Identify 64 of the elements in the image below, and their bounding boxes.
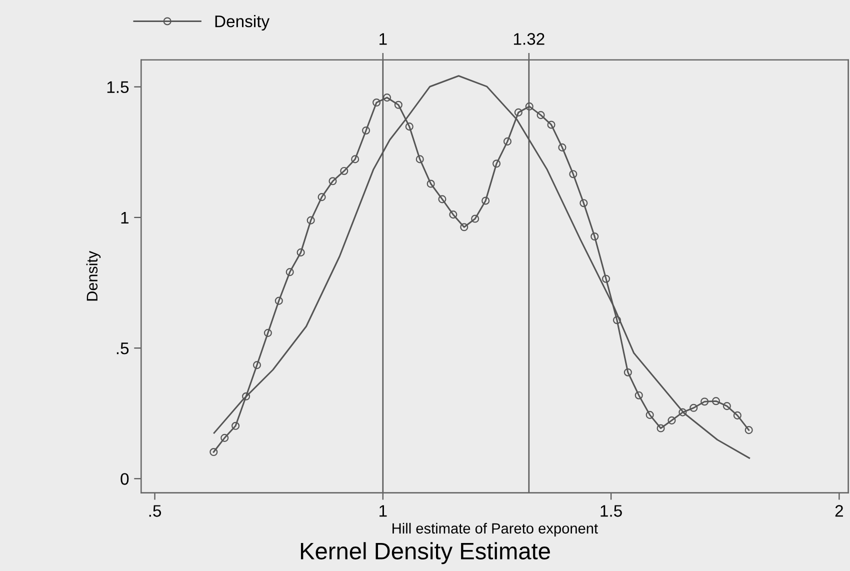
x2-tick-label: 1.32	[514, 33, 544, 45]
point	[602, 274, 610, 283]
point	[438, 195, 446, 204]
point	[656, 424, 665, 432]
x2-tick-label: 1	[380, 33, 387, 45]
point	[678, 408, 687, 416]
y-tick-label: 1	[121, 212, 128, 224]
point	[624, 368, 632, 376]
point	[612, 316, 622, 324]
y-tick-label: 1.5	[107, 81, 129, 94]
point	[232, 422, 240, 430]
point	[416, 155, 424, 164]
point	[525, 102, 534, 110]
point	[690, 404, 698, 412]
point	[722, 402, 731, 410]
y-tick-label: .5	[116, 342, 129, 354]
point	[558, 143, 566, 152]
point	[514, 108, 522, 116]
point	[590, 232, 599, 241]
point	[286, 268, 294, 276]
y-axis-title: Density	[86, 250, 101, 301]
point	[306, 216, 315, 224]
point	[382, 94, 392, 102]
text: Kernel Density Estimate	[300, 542, 550, 564]
point	[362, 126, 370, 135]
point	[426, 180, 435, 188]
point	[405, 122, 414, 131]
point	[668, 416, 676, 424]
point	[744, 426, 753, 434]
point	[318, 193, 326, 202]
point	[471, 214, 480, 223]
point	[700, 398, 709, 406]
point	[547, 120, 556, 129]
point	[252, 361, 262, 370]
point	[328, 177, 337, 186]
point	[733, 411, 742, 420]
point	[242, 392, 250, 400]
y-tick-label: 0	[120, 473, 129, 485]
point	[340, 166, 348, 175]
x-tick-label: 1.5	[600, 505, 622, 517]
point	[351, 155, 360, 164]
point	[634, 391, 643, 400]
point	[449, 210, 458, 219]
x-tick-label: 1	[380, 505, 387, 517]
point	[460, 223, 468, 232]
point	[220, 434, 229, 442]
point	[264, 328, 272, 337]
point	[492, 160, 501, 168]
point	[536, 111, 545, 120]
point	[503, 137, 512, 146]
point	[210, 448, 218, 456]
point	[569, 170, 578, 178]
point	[394, 100, 402, 109]
x-axis-title: Hill estimate of Pareto exponent	[392, 522, 598, 536]
point	[372, 98, 381, 107]
point	[712, 397, 720, 406]
point	[482, 196, 490, 205]
legend-label: Density	[215, 15, 270, 31]
x-tick-label: 2	[835, 505, 843, 517]
point	[646, 410, 654, 419]
point	[274, 296, 283, 305]
point	[296, 248, 305, 256]
x-tick-label: .5	[149, 505, 162, 517]
point	[580, 199, 588, 208]
